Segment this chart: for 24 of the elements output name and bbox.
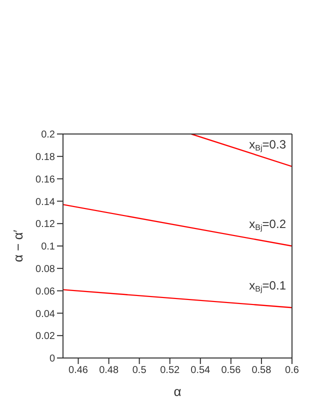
y-tick-label: 0.12 [36,219,56,230]
y-tick-label: 0.08 [36,264,56,275]
y-tick-label: 0.04 [36,308,56,320]
x-tick-label: 0.58 [252,365,272,376]
x-tick-label: 0.48 [99,365,119,376]
x-tick-label: 0.52 [160,365,180,376]
y-tick-label: 0.06 [36,286,56,298]
x-tick-label: 0.54 [190,365,211,376]
y-tick-label: 0.16 [36,174,56,186]
x-tick-label: 0.56 [221,365,242,376]
y-tick-label: 0.1 [41,242,56,253]
y-tick-label: 0.18 [36,152,56,163]
x-tick-label: 0.6 [285,365,300,376]
x-axis-title: α [174,384,182,399]
y-tick-label: 0.02 [36,331,56,342]
x-tick-label: 0.46 [68,365,88,376]
series-label: x$_{Bj}$=0.3 [249,137,286,153]
y-axis-title: α − α′ [10,229,26,262]
y-tick-label: 0.14 [36,196,56,208]
x-tick-label: 0.5 [132,365,147,376]
series-label: x$_{Bj}$=0.2 [249,217,286,232]
series-label: x$_{Bj}$=0.1 [249,278,286,294]
y-tick-label: 0.2 [41,130,56,141]
y-tick-label: 0 [49,354,56,365]
